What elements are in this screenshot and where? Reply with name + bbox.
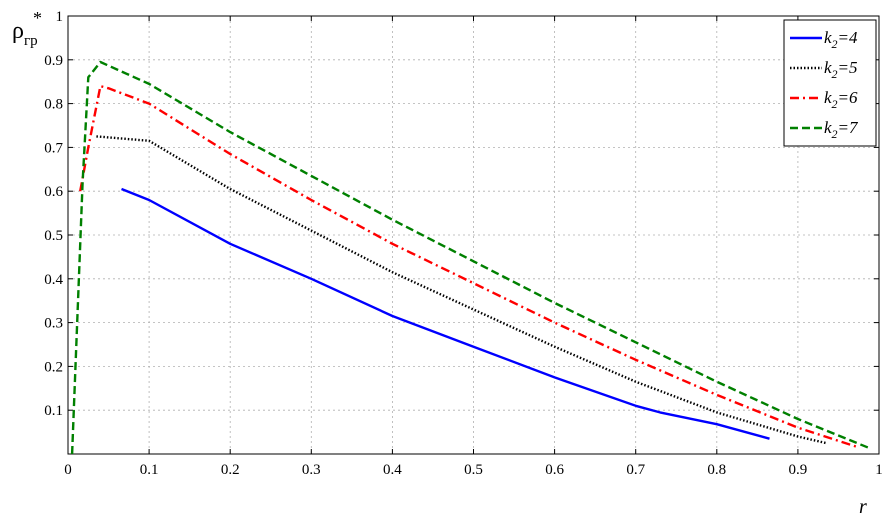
series-line-1 xyxy=(121,187,770,440)
series-lines xyxy=(70,60,872,455)
series-line-4 xyxy=(70,60,872,455)
legend-label-4: k2=7 xyxy=(824,118,859,141)
y-tick-label: 0.9 xyxy=(44,53,63,69)
y-tick-label: 1 xyxy=(56,9,64,25)
x-tick-label: 0.9 xyxy=(789,462,808,478)
x-tick-label: 0 xyxy=(64,462,72,478)
x-tick-label: 0.7 xyxy=(626,462,645,478)
ticks: 0 0.1 0.2 0.3 0.4 0.5 0.6 0.7 0.8 0.9 1 0.1 0.2 0.3 0.… xyxy=(44,9,883,478)
x-tick-label: 0.6 xyxy=(545,462,564,478)
legend-label-3: k2=6 xyxy=(824,88,858,111)
y-tick-label: 0.4 xyxy=(44,272,63,288)
legend-box xyxy=(783,19,877,147)
x-tick-label: 0.1 xyxy=(140,462,159,478)
legend: k2=4 k2=5 k2=6 k2=7 xyxy=(783,19,877,147)
y-tick-label: 0.8 xyxy=(44,97,63,113)
y-tick-label: 0.3 xyxy=(44,316,63,332)
x-axis-label: r xyxy=(859,496,867,518)
grid xyxy=(68,16,879,454)
y-tick-label: 0.1 xyxy=(44,403,63,419)
x-tick-label: 0.3 xyxy=(302,462,321,478)
x-tick-label: 0.5 xyxy=(464,462,483,478)
y-axis-label-superscript: * xyxy=(33,8,42,28)
series-line-2 xyxy=(96,135,827,445)
x-tick-label: 0.4 xyxy=(383,462,402,478)
x-tick-label: 1 xyxy=(875,462,883,478)
x-tick-label: 0.2 xyxy=(221,462,240,478)
y-tick-label: 0.2 xyxy=(44,359,63,375)
y-tick-label: 0.7 xyxy=(44,140,63,156)
y-tick-label: 0.5 xyxy=(44,228,63,244)
series-line-3 xyxy=(79,84,860,449)
y-axis-label: ρгр xyxy=(12,18,38,49)
legend-label-2: k2=5 xyxy=(824,58,858,81)
legend-label-1: k2=4 xyxy=(824,28,858,51)
y-tick-label: 0.6 xyxy=(44,184,63,200)
x-tick-label: 0.8 xyxy=(707,462,726,478)
